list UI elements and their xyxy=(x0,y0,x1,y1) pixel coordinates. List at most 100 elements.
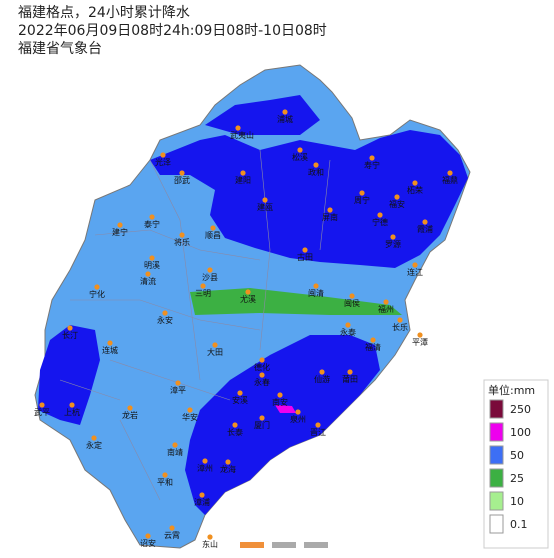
city-label: 漳州 xyxy=(197,463,213,473)
city-label: 闽清 xyxy=(308,288,324,298)
city-dot xyxy=(237,390,243,396)
city-dot xyxy=(225,459,231,465)
city-dot xyxy=(39,402,45,408)
city-dot xyxy=(69,402,75,408)
city-label: 平和 xyxy=(157,478,173,487)
city-label: 邵武 xyxy=(174,175,190,185)
page-dot[interactable] xyxy=(240,542,264,548)
city-dot xyxy=(149,255,155,261)
city-label: 龙岩 xyxy=(122,410,138,420)
city-dot xyxy=(313,283,319,289)
city-dot xyxy=(422,219,428,225)
city-label: 仙游 xyxy=(314,374,330,384)
city-dot xyxy=(277,392,283,398)
city-dot xyxy=(107,340,113,346)
city-dot xyxy=(235,125,241,131)
city-label: 顺昌 xyxy=(205,231,221,240)
city-dot xyxy=(282,109,288,115)
city-dot xyxy=(162,472,168,478)
city-dot xyxy=(91,435,97,441)
city-label: 平潭 xyxy=(412,338,428,347)
city-dot xyxy=(259,372,265,378)
city-label: 清流 xyxy=(140,276,156,286)
city-dot xyxy=(207,534,213,540)
title-line: 福建格点，24小时累计降水 xyxy=(18,5,190,21)
city-dot xyxy=(172,442,178,448)
city-label: 周宁 xyxy=(354,195,370,205)
city-label: 漳平 xyxy=(170,385,186,395)
legend-label: 250 xyxy=(510,403,531,416)
city-dot xyxy=(179,232,185,238)
city-dot xyxy=(377,212,383,218)
legend-label: 10 xyxy=(510,495,524,508)
legend-label: 0.1 xyxy=(510,518,528,531)
legend-swatch xyxy=(489,491,504,511)
legend-label: 50 xyxy=(510,449,524,462)
city-dot xyxy=(347,369,353,375)
city-label: 屏南 xyxy=(322,212,338,222)
city-dot xyxy=(297,147,303,153)
county-borders xyxy=(59,149,331,501)
city-label: 大田 xyxy=(207,347,223,357)
city-label: 沙县 xyxy=(202,273,218,282)
city-label: 华安 xyxy=(182,412,198,422)
city-label: 永定 xyxy=(86,440,102,450)
legend-swatch xyxy=(489,422,504,442)
city-dot xyxy=(145,271,151,277)
city-label: 尤溪 xyxy=(240,294,256,304)
city-label: 漳浦 xyxy=(194,497,210,507)
city-dot xyxy=(94,284,100,290)
city-label: 安溪 xyxy=(232,395,248,405)
city-dot xyxy=(349,293,355,299)
city-dot xyxy=(199,492,205,498)
city-dot xyxy=(345,322,351,328)
city-dot xyxy=(369,155,375,161)
city-dot xyxy=(187,407,193,413)
city-dot xyxy=(295,409,301,415)
city-dot xyxy=(200,283,206,289)
moderate-band xyxy=(190,288,402,315)
city-label: 永春 xyxy=(254,377,270,387)
city-dot xyxy=(412,262,418,268)
city-dot xyxy=(169,525,175,531)
city-label: 宁化 xyxy=(89,289,105,299)
city-label: 福州 xyxy=(378,305,394,314)
legend-title: 单位:mm xyxy=(488,383,535,397)
city-label: 松溪 xyxy=(292,152,308,162)
city-dot xyxy=(67,325,73,331)
heavy-rain-north xyxy=(150,130,468,268)
page-dot[interactable] xyxy=(272,542,296,548)
city-label: 南靖 xyxy=(167,447,183,457)
heavy-rain-top xyxy=(205,95,320,135)
heavy-rain-south xyxy=(185,335,380,515)
legend-swatch xyxy=(489,468,504,488)
legend-swatch xyxy=(489,399,504,419)
city-label: 建宁 xyxy=(112,227,128,237)
city-label: 永安 xyxy=(157,315,173,325)
city-label: 莆田 xyxy=(342,374,358,384)
city-label: 福鼎 xyxy=(442,176,458,185)
city-dot xyxy=(232,422,238,428)
intense-spot xyxy=(275,405,296,413)
city-dot xyxy=(397,317,403,323)
legend-label: 100 xyxy=(510,426,531,439)
city-dot xyxy=(370,337,376,343)
city-dot xyxy=(390,234,396,240)
city-dot xyxy=(447,170,453,176)
city-dot xyxy=(412,180,418,186)
city-dot xyxy=(207,267,213,273)
city-dot xyxy=(359,190,365,196)
city-dot xyxy=(145,533,151,539)
city-label: 晋江 xyxy=(310,428,326,437)
city-dot xyxy=(394,194,400,200)
city-label: 闽侯 xyxy=(344,299,360,308)
city-label: 长乐 xyxy=(392,322,408,332)
city-dot xyxy=(315,422,321,428)
city-label: 永泰 xyxy=(340,327,356,337)
city-label: 柘荣 xyxy=(407,185,423,195)
page-dot[interactable] xyxy=(304,542,328,548)
city-dot xyxy=(160,152,166,158)
legend-swatch xyxy=(489,514,504,534)
